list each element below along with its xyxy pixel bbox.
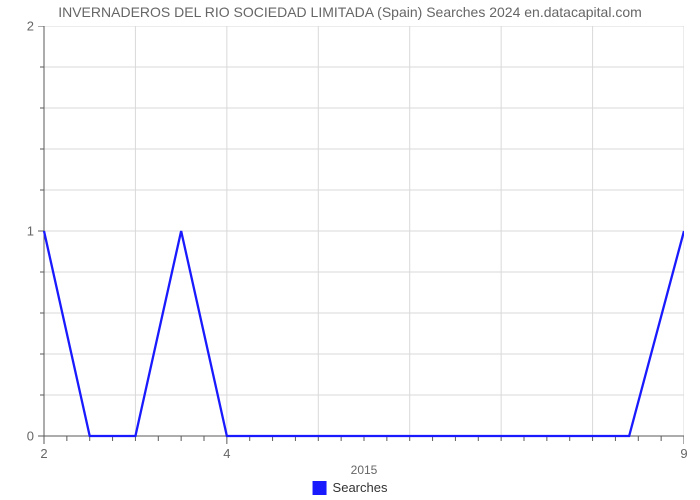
plot-area: [44, 26, 684, 436]
x-tick-label: 9: [680, 446, 687, 461]
chart-svg: [24, 26, 684, 456]
x-tick-label: 4: [223, 446, 230, 461]
chart-container: INVERNADEROS DEL RIO SOCIEDAD LIMITADA (…: [0, 0, 700, 500]
series-line: [44, 231, 684, 436]
chart-title: INVERNADEROS DEL RIO SOCIEDAD LIMITADA (…: [0, 4, 700, 20]
y-tick-label: 0: [27, 429, 34, 444]
y-tick-label: 2: [27, 19, 34, 34]
y-tick-label: 1: [27, 224, 34, 239]
legend-label: Searches: [333, 480, 388, 495]
legend-swatch: [313, 481, 327, 495]
legend: Searches: [313, 480, 388, 495]
x-minor-label: 2015: [351, 463, 378, 477]
x-tick-label: 2: [40, 446, 47, 461]
